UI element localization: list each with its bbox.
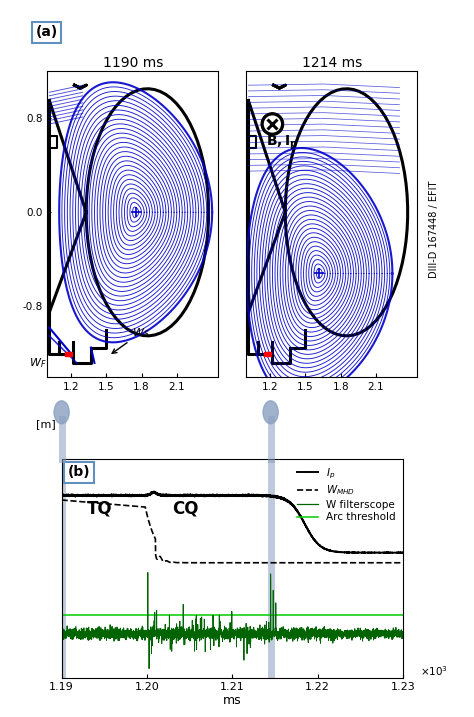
- $I_p$: [373, 549, 378, 557]
- $I_p$: [152, 488, 157, 496]
- Text: DIII-D 167448 / EFIT: DIII-D 167448 / EFIT: [429, 181, 439, 278]
- $I_p$: [307, 528, 312, 537]
- W filterscope: [202, 635, 208, 643]
- W filterscope: [59, 629, 64, 637]
- Text: CQ: CQ: [173, 500, 199, 518]
- Text: (a): (a): [36, 25, 58, 39]
- $I_p$: [396, 549, 402, 557]
- Text: $\times 10^3$: $\times 10^3$: [420, 664, 448, 678]
- Text: $W_S$: $W_S$: [112, 326, 150, 353]
- $W_{MHD}$: [59, 495, 64, 504]
- W filterscope: [221, 632, 227, 641]
- $I_p$: [202, 491, 208, 500]
- Legend: $I_p$, $W_{MHD}$, W filterscope, Arc threshold: $I_p$, $W_{MHD}$, W filterscope, Arc thr…: [292, 462, 400, 526]
- $I_p$: [59, 490, 64, 499]
- $W_{MHD}$: [202, 559, 208, 567]
- $I_p$: [221, 491, 227, 500]
- X-axis label: ms: ms: [223, 694, 242, 707]
- $W_{MHD}$: [361, 559, 367, 567]
- $W_{MHD}$: [205, 559, 210, 567]
- Circle shape: [263, 114, 283, 134]
- Text: (b): (b): [68, 465, 91, 480]
- Line: $W_{MHD}$: $W_{MHD}$: [62, 500, 403, 563]
- $I_p$: [400, 549, 406, 557]
- $W_{MHD}$: [400, 559, 406, 567]
- W filterscope: [146, 664, 152, 673]
- W filterscope: [145, 568, 151, 576]
- W filterscope: [373, 629, 378, 637]
- Line: W filterscope: W filterscope: [62, 572, 403, 668]
- Text: $W_F$: $W_F$: [28, 356, 46, 370]
- W filterscope: [390, 626, 395, 635]
- $W_{MHD}$: [221, 559, 227, 567]
- Text: TQ: TQ: [87, 500, 113, 518]
- W filterscope: [205, 624, 211, 632]
- Text: $\mathbf{B,I_p}$: $\mathbf{B,I_p}$: [266, 133, 299, 151]
- Circle shape: [261, 113, 283, 136]
- $W_{MHD}$: [307, 559, 312, 567]
- Text: [m]: [m]: [36, 419, 55, 429]
- W filterscope: [307, 630, 312, 639]
- W filterscope: [400, 631, 406, 640]
- Title: 1190 ms: 1190 ms: [102, 56, 163, 70]
- $W_{MHD}$: [390, 559, 395, 567]
- Line: $I_p$: $I_p$: [62, 492, 403, 553]
- $I_p$: [205, 490, 210, 499]
- $W_{MHD}$: [373, 559, 378, 567]
- $I_p$: [390, 549, 395, 557]
- Title: 1214 ms: 1214 ms: [301, 56, 362, 70]
